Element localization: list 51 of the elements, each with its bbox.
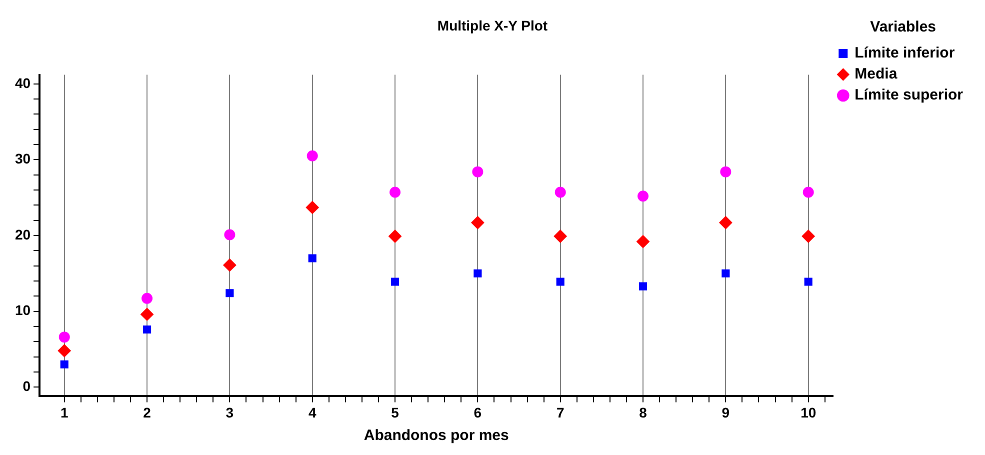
point: [804, 278, 812, 286]
x-tick-label: 7: [556, 404, 564, 420]
x-tick-label: 6: [474, 404, 482, 420]
x-tick-label: 2: [143, 404, 152, 420]
legend-label: Límite superior: [854, 86, 964, 104]
legend-label: Límite inferior: [854, 44, 955, 62]
point: [474, 269, 482, 278]
point: [554, 186, 566, 198]
y-tick-label: 0: [22, 378, 31, 394]
point: [308, 254, 316, 262]
x-tick-label: 8: [639, 404, 648, 420]
point: [390, 186, 401, 198]
point: [638, 282, 648, 290]
point: [638, 190, 649, 202]
point: [471, 216, 484, 230]
point: [58, 344, 71, 358]
legend-label: Media: [854, 66, 898, 83]
x-tick-label: 1: [60, 404, 68, 420]
x-axis-title: Abandonos por mes: [364, 427, 509, 444]
x-tick-label: 5: [391, 404, 400, 420]
point: [226, 289, 234, 298]
legend-title: Variables: [870, 18, 936, 36]
point: [554, 230, 567, 243]
x-tick-label: 4: [308, 404, 316, 420]
x-tick-label: 9: [722, 404, 730, 420]
chart-title: Multiple X-Y Plot: [437, 17, 548, 34]
point: [306, 150, 318, 162]
x-tick-label: 3: [226, 404, 234, 420]
point: [720, 166, 732, 178]
point: [472, 166, 484, 178]
point: [223, 258, 236, 272]
point: [556, 278, 564, 286]
point: [142, 292, 153, 304]
y-tick-label: 20: [14, 226, 31, 242]
point: [722, 269, 730, 278]
point: [143, 325, 152, 334]
point: [636, 235, 650, 248]
point: [58, 332, 70, 343]
y-tick-label: 10: [14, 302, 31, 318]
point: [719, 216, 732, 230]
point: [140, 308, 154, 321]
point: [390, 278, 400, 286]
y-tick-label: 40: [14, 74, 31, 91]
point: [802, 186, 814, 198]
point: [388, 230, 402, 243]
point: [802, 230, 815, 243]
y-tick-label: 30: [14, 150, 31, 167]
point: [60, 360, 68, 368]
point: [224, 229, 236, 240]
point: [306, 200, 319, 214]
x-tick-label: 10: [800, 404, 816, 420]
